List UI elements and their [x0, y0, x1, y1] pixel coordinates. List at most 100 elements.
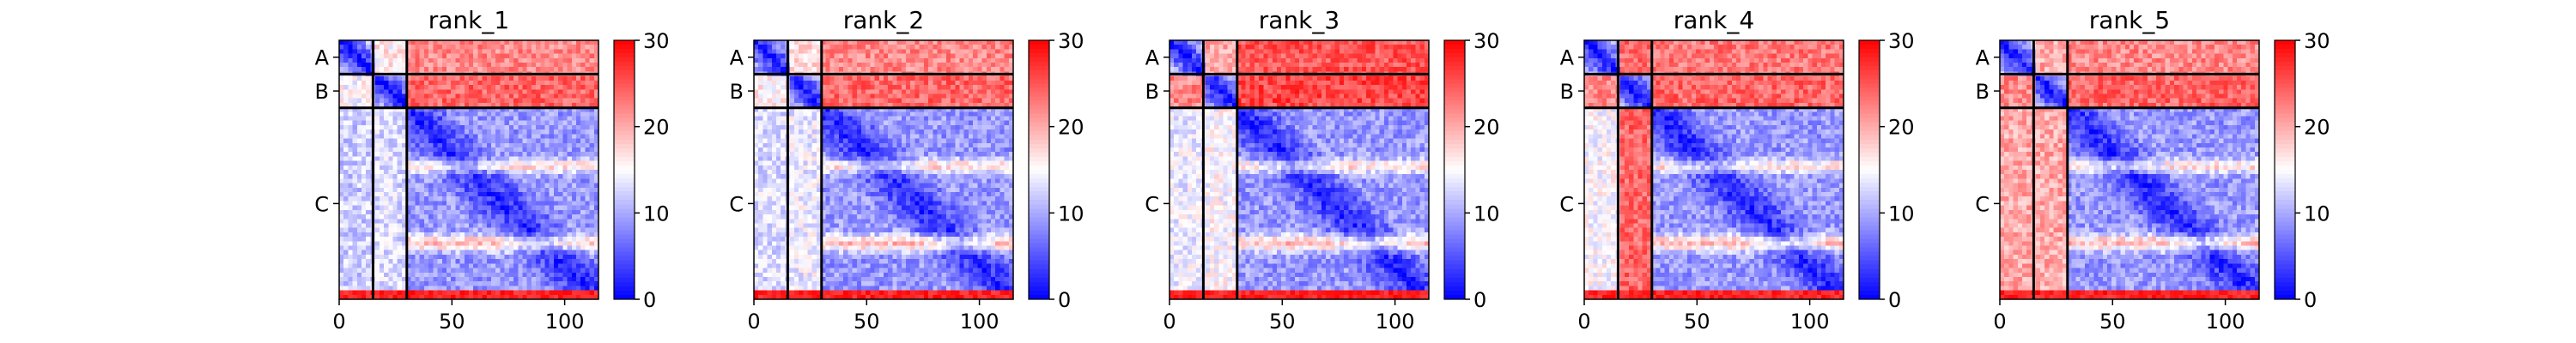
heatmap-cell [522, 93, 528, 99]
heatmap-cell [513, 160, 519, 166]
heatmap-cell [878, 63, 884, 68]
heatmap-cell [910, 49, 916, 55]
heatmap-cell [473, 102, 479, 108]
heatmap-cell [834, 156, 840, 162]
heatmap-cell [455, 237, 461, 242]
heatmap-cell [843, 63, 848, 68]
heatmap-cell [397, 57, 403, 63]
heatmap-cell [482, 134, 488, 140]
heatmap-cell [513, 89, 519, 95]
heatmap-cell [401, 102, 407, 108]
heatmap-cell [410, 281, 416, 286]
heatmap-cell [482, 67, 488, 73]
heatmap-cell [361, 116, 367, 122]
heatmap-cell [995, 85, 1000, 90]
heatmap-cell [446, 272, 452, 278]
heatmap-cell [433, 237, 439, 242]
heatmap-cell [397, 45, 403, 51]
heatmap-cell [536, 232, 541, 238]
heatmap-cell [343, 80, 349, 86]
heatmap-cell [366, 245, 372, 251]
heatmap-cell [392, 178, 398, 184]
heatmap-cell [874, 102, 880, 108]
heatmap-cell [433, 232, 439, 238]
heatmap-cell [406, 160, 411, 166]
heatmap-cell [352, 85, 358, 90]
heatmap-cell [518, 165, 524, 171]
heatmap-cell [589, 245, 595, 251]
heatmap-cell [758, 147, 764, 153]
heatmap-cell [955, 116, 961, 122]
heatmap-cell [410, 232, 416, 238]
heatmap-cell [419, 219, 425, 225]
heatmap-cell [776, 142, 781, 148]
heatmap-cell [526, 294, 532, 300]
heatmap-cell [821, 116, 826, 122]
heatmap-cell [379, 254, 385, 260]
heatmap-cell [995, 124, 1000, 130]
heatmap-cell [793, 89, 799, 95]
heatmap-cell [469, 142, 474, 148]
heatmap-cell [575, 272, 581, 278]
heatmap-cell [392, 57, 398, 63]
heatmap-cell [562, 227, 568, 233]
heatmap-cell [477, 187, 483, 193]
colorbar-swatch [614, 230, 635, 236]
heatmap-cell [986, 124, 992, 130]
heatmap-cell [366, 254, 372, 260]
heatmap-cell [878, 120, 884, 126]
heatmap-cell [589, 57, 595, 63]
heatmap-cell [571, 57, 577, 63]
heatmap-cell [816, 67, 822, 73]
heatmap-cell [419, 63, 425, 68]
heatmap-cell [896, 80, 902, 86]
colorbar-swatch [614, 187, 635, 192]
heatmap-cell [500, 290, 506, 296]
heatmap-cell [843, 102, 848, 108]
heatmap-cell [562, 290, 568, 296]
heatmap-cell [567, 178, 573, 184]
heatmap-cell [852, 156, 858, 162]
heatmap-cell [504, 40, 510, 45]
heatmap-cell [339, 223, 344, 229]
heatmap-cell [526, 53, 532, 59]
heatmap-cell [852, 102, 858, 108]
heatmap-cell [473, 241, 479, 247]
heatmap-cell [990, 53, 996, 59]
heatmap-cell [495, 178, 501, 184]
heatmap-cell [540, 40, 546, 45]
heatmap-cell [356, 237, 362, 242]
heatmap-cell [870, 156, 876, 162]
heatmap-cell [508, 152, 514, 157]
colorbar-swatch [614, 200, 635, 205]
heatmap-cell [384, 245, 389, 251]
heatmap-cell [585, 227, 591, 233]
heatmap-cell [536, 201, 541, 207]
heatmap-cell [977, 120, 983, 126]
heatmap-cell [553, 75, 559, 81]
heatmap-cell [451, 111, 456, 117]
heatmap-cell [562, 85, 568, 90]
heatmap-cell [1004, 98, 1010, 104]
heatmap-cell [397, 281, 403, 286]
heatmap-cell [508, 178, 514, 184]
heatmap-cell [518, 40, 524, 45]
heatmap-cell [419, 254, 425, 260]
heatmap-cell [410, 196, 416, 202]
heatmap-cell [433, 263, 439, 269]
heatmap-cell [544, 250, 550, 256]
heatmap-cell [771, 63, 777, 68]
heatmap-cell [392, 268, 398, 274]
heatmap-cell [410, 170, 416, 175]
heatmap-cell [451, 219, 456, 225]
heatmap-cell [410, 268, 416, 274]
heatmap-cell [437, 165, 443, 171]
heatmap-cell [513, 192, 519, 197]
colorbar-swatch [614, 49, 635, 54]
heatmap-cell [531, 272, 537, 278]
heatmap-cell [575, 276, 581, 282]
heatmap-cell [919, 107, 925, 112]
heatmap-cell [580, 85, 586, 90]
heatmap-cell [825, 85, 831, 90]
heatmap-cell [999, 98, 1005, 104]
